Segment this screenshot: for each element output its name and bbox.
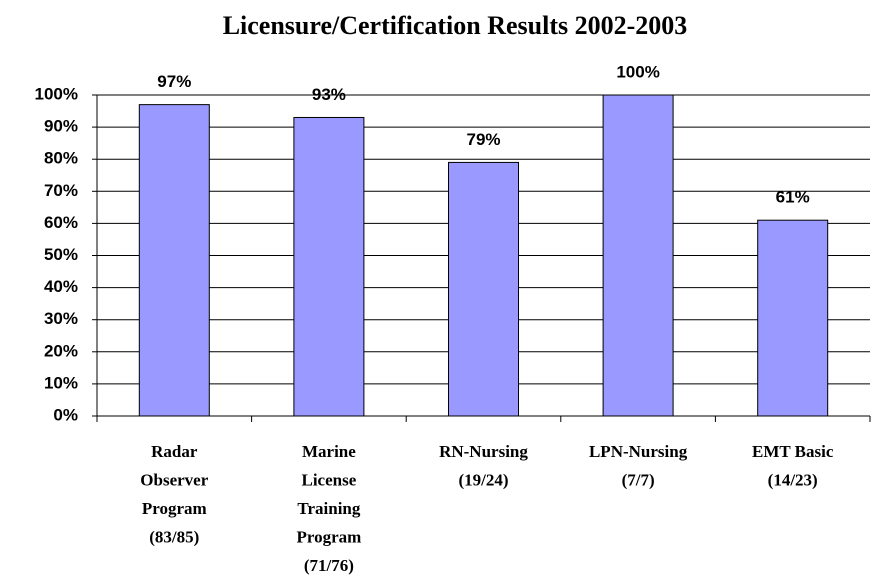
x-tick-label: (83/85): [149, 527, 199, 546]
chart-title: Licensure/Certification Results 2002-200…: [223, 11, 688, 40]
y-tick-label: 0%: [53, 405, 78, 424]
x-tick-label: Training: [297, 499, 360, 518]
value-label: 61%: [776, 188, 810, 207]
value-label: 97%: [157, 72, 191, 91]
y-tick-label: 80%: [44, 149, 78, 168]
y-tick-label: 60%: [44, 213, 78, 232]
x-tick-label: Program: [142, 499, 207, 518]
y-tick-label: 50%: [44, 245, 78, 264]
bar: [138, 104, 210, 417]
value-label: 79%: [466, 130, 500, 149]
y-tick-label: 10%: [44, 373, 78, 392]
y-tick-label: 40%: [44, 277, 78, 296]
x-tick-label: Radar: [151, 442, 198, 461]
x-tick-label: Observer: [140, 470, 208, 489]
value-label: 93%: [312, 85, 346, 104]
bar: [602, 94, 674, 417]
x-tick-label: (19/24): [458, 470, 508, 489]
x-tick-label: (14/23): [768, 470, 818, 489]
value-label: 100%: [616, 62, 659, 81]
x-tick-label: RN-Nursing: [439, 442, 528, 461]
bar: [293, 116, 365, 417]
x-tick-label: License: [302, 470, 357, 489]
y-tick-label: 100%: [35, 84, 78, 103]
x-tick-label: (71/76): [304, 556, 354, 575]
x-tick-label: (7/7): [622, 470, 655, 489]
x-tick-label: EMT Basic: [752, 442, 834, 461]
x-tick-label: Marine: [302, 442, 356, 461]
x-tick-label: LPN-Nursing: [589, 442, 688, 461]
y-tick-label: 70%: [44, 181, 78, 200]
bar: [757, 219, 829, 417]
y-tick-label: 90%: [44, 117, 78, 136]
y-tick-label: 20%: [44, 341, 78, 360]
y-tick-label: 30%: [44, 309, 78, 328]
bar: [448, 161, 519, 417]
x-tick-label: Program: [296, 527, 361, 546]
